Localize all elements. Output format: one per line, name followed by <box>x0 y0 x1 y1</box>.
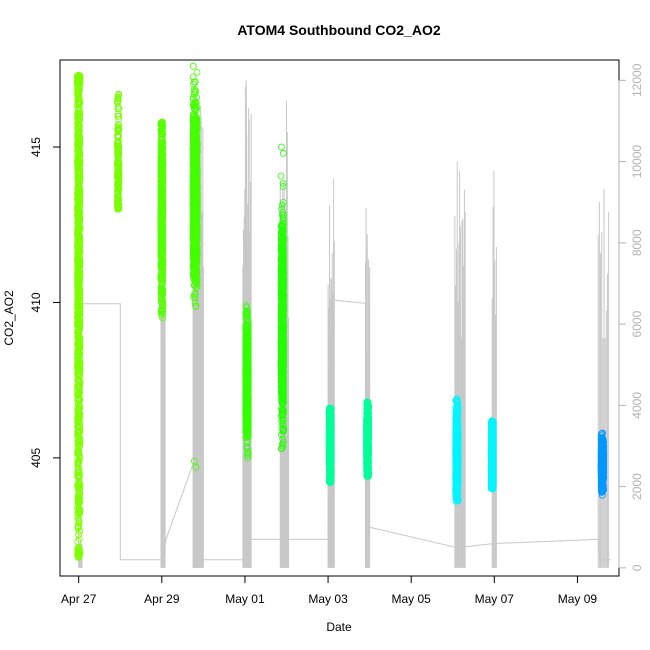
scatter-points <box>74 62 607 561</box>
data-point <box>277 172 285 180</box>
chart-title: ATOM4 Southbound CO2_AO2 <box>237 22 440 38</box>
point-cluster <box>114 90 123 213</box>
secondary-series-line <box>78 80 611 561</box>
point-cluster <box>74 72 84 561</box>
data-point <box>277 143 285 151</box>
point-cluster <box>325 404 335 487</box>
data-point <box>279 149 287 157</box>
secondary-trace <box>78 80 611 561</box>
point-cluster <box>157 118 167 322</box>
data-point <box>189 62 197 70</box>
